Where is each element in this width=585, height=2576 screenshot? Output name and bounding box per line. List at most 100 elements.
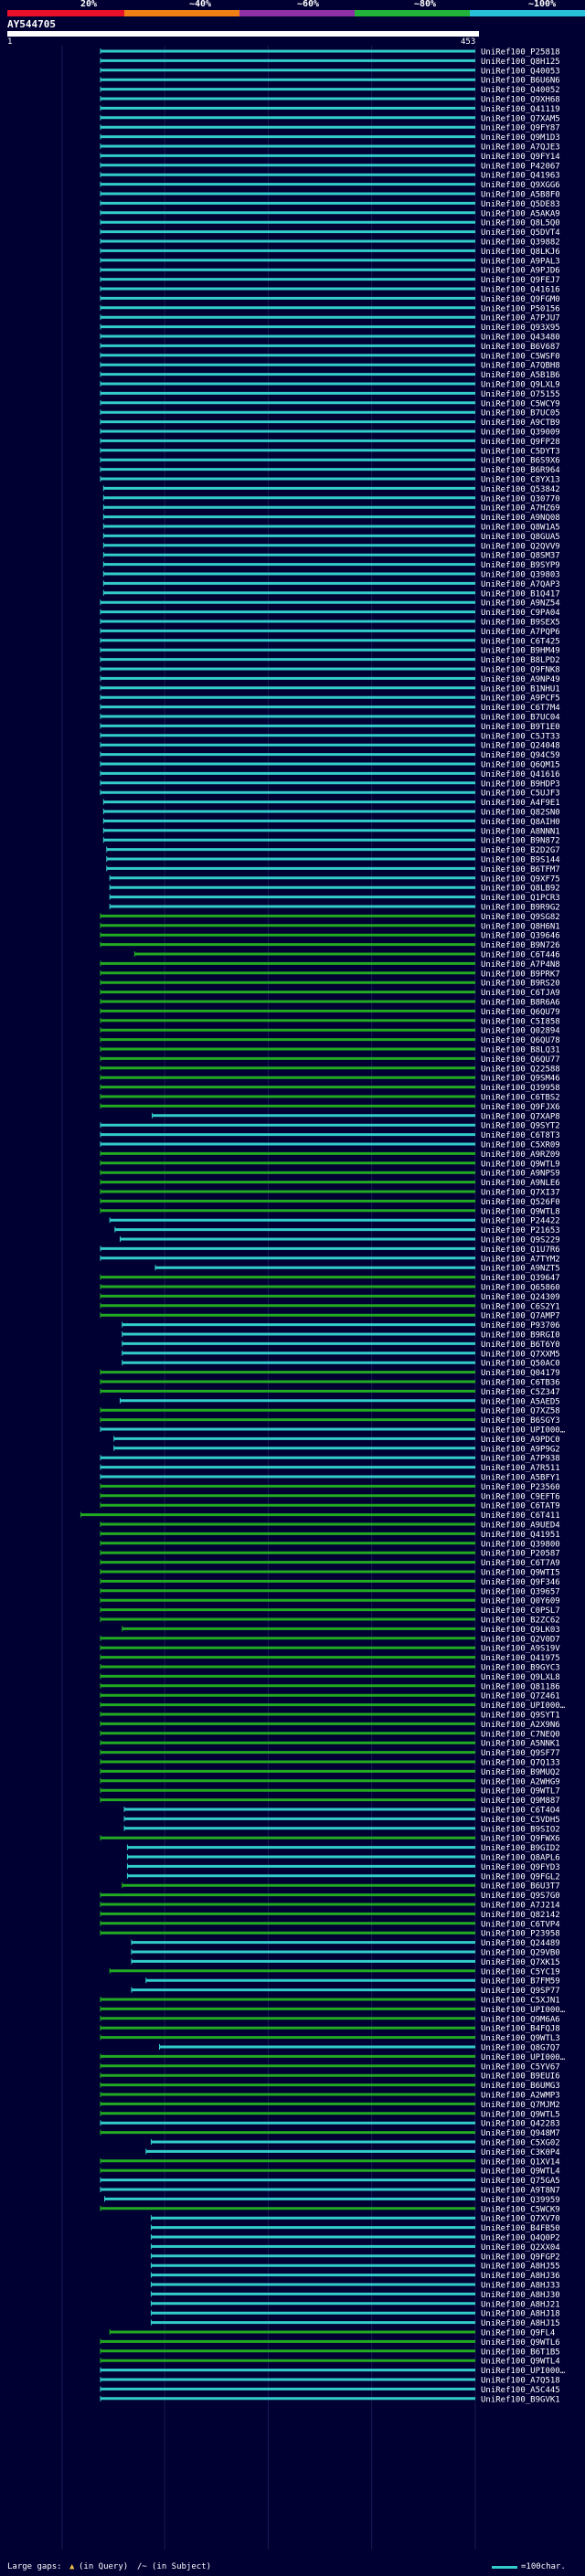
- hit-label-119[interactable]: UniRef100_A9NLE6: [481, 1179, 560, 1188]
- hit-label-175[interactable]: UniRef100_Q9SYT1: [481, 1712, 560, 1721]
- hit-label-29[interactable]: UniRef100_Q93X95: [481, 323, 560, 333]
- hit-label-131[interactable]: UniRef100_Q24309: [481, 1293, 560, 1302]
- hit-label-62[interactable]: UniRef100_C6T425: [481, 637, 560, 646]
- hit-label-228[interactable]: UniRef100_Q7XV70: [481, 2215, 560, 2224]
- hit-label-47[interactable]: UniRef100_Q30770: [481, 494, 560, 504]
- hit-label-182[interactable]: UniRef100_A2WHG9: [481, 1777, 560, 1786]
- hit-label-48[interactable]: UniRef100_A7HZ69: [481, 504, 560, 514]
- hit-label-3[interactable]: UniRef100_B6U6N6: [481, 77, 560, 86]
- hit-label-245[interactable]: UniRef100_A7Q518: [481, 2377, 560, 2386]
- hit-label-181[interactable]: UniRef100_B9MUQ2: [481, 1768, 560, 1777]
- hit-label-213[interactable]: UniRef100_B9EUI6: [481, 2072, 560, 2082]
- hit-label-93[interactable]: UniRef100_Q39646: [481, 932, 560, 941]
- hit-label-22[interactable]: UniRef100_A9PAL3: [481, 257, 560, 266]
- hit-label-220[interactable]: UniRef100_C5XG02: [481, 2139, 560, 2148]
- hit-label-91[interactable]: UniRef100_Q9SG82: [481, 913, 560, 922]
- hit-label-197[interactable]: UniRef100_C6TVP4: [481, 1920, 560, 1929]
- hit-label-66[interactable]: UniRef100_A9NP49: [481, 675, 560, 684]
- hit-label-205[interactable]: UniRef100_C5XJN1: [481, 1997, 560, 2006]
- hit-label-234[interactable]: UniRef100_A8HJ36: [481, 2272, 560, 2281]
- hit-label-61[interactable]: UniRef100_A7PQP6: [481, 628, 560, 637]
- hit-label-161[interactable]: UniRef100_Q9F346: [481, 1578, 560, 1587]
- hit-label-124[interactable]: UniRef100_P21653: [481, 1226, 560, 1235]
- hit-label-76[interactable]: UniRef100_Q41616: [481, 770, 560, 779]
- hit-label-50[interactable]: UniRef100_Q8W1A5: [481, 524, 560, 533]
- hit-label-222[interactable]: UniRef100_Q1XV14: [481, 2157, 560, 2167]
- hit-label-239[interactable]: UniRef100_A8HJ15: [481, 2319, 560, 2328]
- hit-label-108[interactable]: UniRef100_Q9SM46: [481, 1075, 560, 1084]
- hit-label-137[interactable]: UniRef100_Q7XXM5: [481, 1350, 560, 1359]
- hit-label-16[interactable]: UniRef100_Q5DE83: [481, 200, 560, 209]
- hit-label-34[interactable]: UniRef100_A5B1B6: [481, 371, 560, 380]
- hit-label-53[interactable]: UniRef100_Q8SM37: [481, 552, 560, 561]
- hit-label-4[interactable]: UniRef100_Q40052: [481, 86, 560, 95]
- hit-label-216[interactable]: UniRef100_Q7MJM2: [481, 2101, 560, 2110]
- hit-label-31[interactable]: UniRef100_B6V687: [481, 343, 560, 352]
- hit-label-185[interactable]: UniRef100_C6T4O4: [481, 1807, 560, 1816]
- hit-label-37[interactable]: UniRef100_C5WCY9: [481, 399, 560, 408]
- hit-label-112[interactable]: UniRef100_Q7XAP8: [481, 1112, 560, 1121]
- hit-label-210[interactable]: UniRef100_Q8G7Q7: [481, 2044, 560, 2053]
- hit-label-179[interactable]: UniRef100_Q9SF77: [481, 1749, 560, 1758]
- hit-label-157[interactable]: UniRef100_Q39800: [481, 1540, 560, 1549]
- hit-label-173[interactable]: UniRef100_Q7Z461: [481, 1692, 560, 1701]
- hit-label-195[interactable]: UniRef100_A7J214: [481, 1902, 560, 1911]
- hit-label-39[interactable]: UniRef100_A9CTB9: [481, 419, 560, 428]
- hit-label-49[interactable]: UniRef100_A9NQ08: [481, 514, 560, 523]
- hit-label-26[interactable]: UniRef100_Q9FGM0: [481, 295, 560, 304]
- hit-label-24[interactable]: UniRef100_Q9FEJ7: [481, 276, 560, 285]
- hit-label-118[interactable]: UniRef100_A9NPS9: [481, 1170, 560, 1179]
- hit-label-227[interactable]: UniRef100_C5WCK9: [481, 2205, 560, 2214]
- hit-label-27[interactable]: UniRef100_P50156: [481, 304, 560, 313]
- hit-label-21[interactable]: UniRef100_Q8LKJ6: [481, 248, 560, 257]
- hit-label-123[interactable]: UniRef100_P24422: [481, 1217, 560, 1226]
- hit-label-82[interactable]: UniRef100_A8NNN1: [481, 827, 560, 836]
- hit-label-127[interactable]: UniRef100_A7TYM2: [481, 1255, 560, 1264]
- hit-label-80[interactable]: UniRef100_Q82SN0: [481, 809, 560, 818]
- hit-label-15[interactable]: UniRef100_A5B8F0: [481, 191, 560, 200]
- hit-label-10[interactable]: UniRef100_A7QJE3: [481, 143, 560, 153]
- hit-label-237[interactable]: UniRef100_A8HJ21: [481, 2300, 560, 2309]
- hit-label-236[interactable]: UniRef100_A8HJ30: [481, 2291, 560, 2300]
- hit-label-71[interactable]: UniRef100_B9T1E0: [481, 723, 560, 732]
- hit-label-203[interactable]: UniRef100_B7FM59: [481, 1977, 560, 1987]
- hit-label-51[interactable]: UniRef100_Q8GUA5: [481, 533, 560, 542]
- hit-label-147[interactable]: UniRef100_A9P9G2: [481, 1445, 560, 1454]
- hit-label-218[interactable]: UniRef100_Q42283: [481, 2120, 560, 2129]
- hit-label-12[interactable]: UniRef100_P42067: [481, 162, 560, 171]
- hit-label-194[interactable]: UniRef100_Q9S7G0: [481, 1892, 560, 1901]
- hit-label-77[interactable]: UniRef100_B9HDP3: [481, 779, 560, 789]
- hit-label-200[interactable]: UniRef100_Q29VB0: [481, 1949, 560, 1958]
- hit-label-146[interactable]: UniRef100_A9PDC0: [481, 1436, 560, 1445]
- hit-label-33[interactable]: UniRef100_A7QBH8: [481, 362, 560, 371]
- hit-label-92[interactable]: UniRef100_Q8H6N1: [481, 922, 560, 931]
- hit-label-219[interactable]: UniRef100_Q948M7: [481, 2129, 560, 2138]
- hit-label-152[interactable]: UniRef100_C9EFT6: [481, 1492, 560, 1501]
- hit-label-11[interactable]: UniRef100_Q9FY14: [481, 153, 560, 162]
- hit-label-56[interactable]: UniRef100_A7QAP3: [481, 580, 560, 589]
- hit-label-196[interactable]: UniRef100_Q82142: [481, 1911, 560, 1920]
- hit-label-74[interactable]: UniRef100_Q94C59: [481, 751, 560, 760]
- hit-label-120[interactable]: UniRef100_Q7XI37: [481, 1189, 560, 1198]
- hit-label-198[interactable]: UniRef100_P23958: [481, 1930, 560, 1939]
- hit-label-59[interactable]: UniRef100_C9PA04: [481, 609, 560, 618]
- hit-label-107[interactable]: UniRef100_Q22588: [481, 1065, 560, 1074]
- hit-label-13[interactable]: UniRef100_Q41963: [481, 172, 560, 181]
- hit-label-244[interactable]: UniRef100_UPI000…: [481, 2367, 566, 2376]
- hit-label-99[interactable]: UniRef100_C6TJA9: [481, 989, 560, 998]
- hit-label-172[interactable]: UniRef100_Q81186: [481, 1682, 560, 1691]
- hit-label-189[interactable]: UniRef100_B9GID2: [481, 1844, 560, 1853]
- hit-label-105[interactable]: UniRef100_B8LQ31: [481, 1046, 560, 1055]
- hit-label-113[interactable]: UniRef100_Q9SYT2: [481, 1122, 560, 1131]
- hit-label-153[interactable]: UniRef100_C6TAT9: [481, 1502, 560, 1511]
- hit-label-134[interactable]: UniRef100_P93706: [481, 1321, 560, 1330]
- hit-label-5[interactable]: UniRef100_Q9XH68: [481, 96, 560, 105]
- hit-label-121[interactable]: UniRef100_Q526F0: [481, 1198, 560, 1207]
- hit-label-70[interactable]: UniRef100_B7UC04: [481, 714, 560, 723]
- hit-label-167[interactable]: UniRef100_Q2V0D7: [481, 1635, 560, 1644]
- hit-label-17[interactable]: UniRef100_A5AKA9: [481, 209, 560, 218]
- hit-label-165[interactable]: UniRef100_B2ZC62: [481, 1617, 560, 1626]
- hit-label-162[interactable]: UniRef100_Q39657: [481, 1587, 560, 1596]
- hit-label-149[interactable]: UniRef100_A7R511: [481, 1464, 560, 1473]
- hit-label-159[interactable]: UniRef100_C6T7A9: [481, 1559, 560, 1568]
